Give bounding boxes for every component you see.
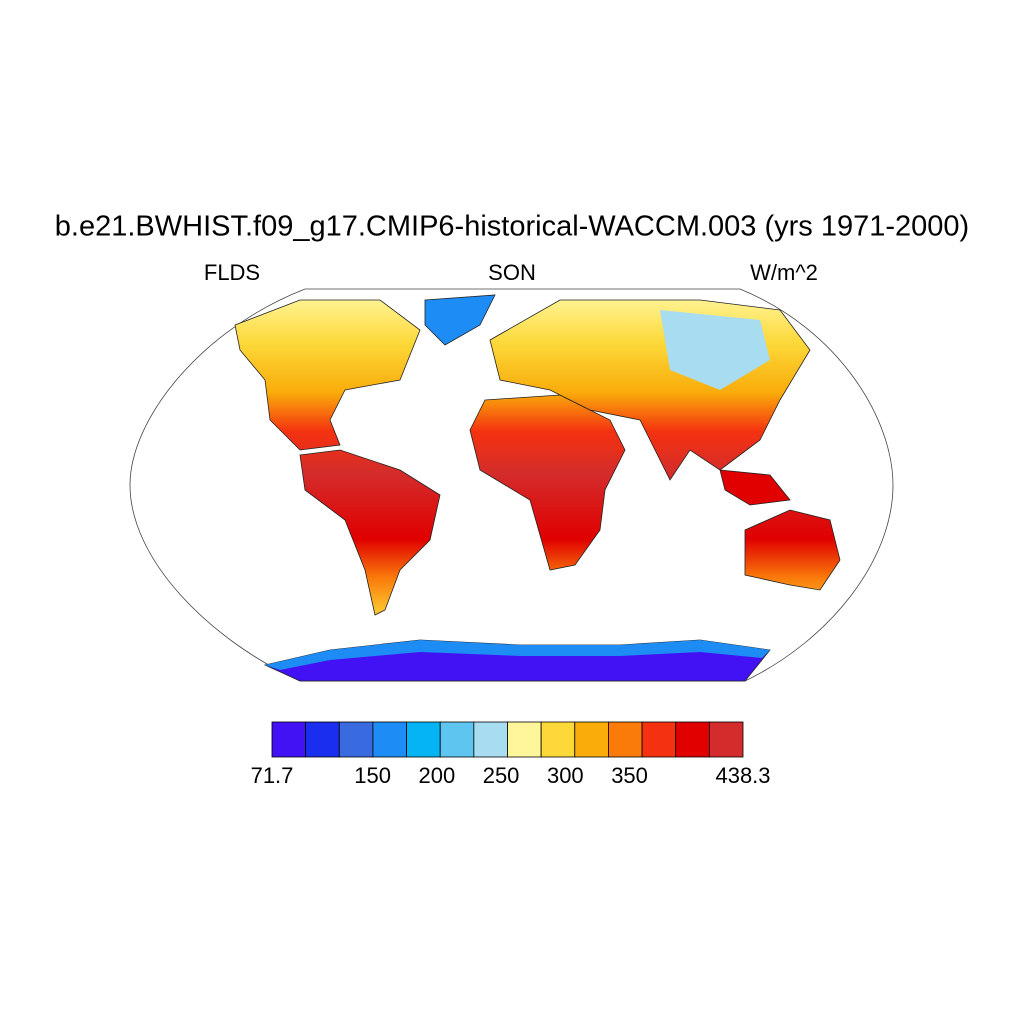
colorbar-box: [406, 721, 441, 758]
colorbar-label: 438.3: [715, 763, 770, 788]
colorbar-label: 200: [418, 763, 455, 788]
colorbar-box: [439, 721, 475, 758]
colorbar: 71.7 150 200 250 300 350 438.3: [251, 721, 771, 788]
indonesia: [719, 469, 791, 506]
africa: [469, 394, 626, 571]
antarctica-coast: [265, 640, 770, 670]
colorbar-box: [507, 721, 542, 758]
colorbar-box: [608, 721, 643, 758]
colorbar-box: [641, 721, 677, 758]
colorbar-label: 350: [611, 763, 648, 788]
colorbar-box: [305, 721, 340, 758]
south-america: [299, 449, 441, 616]
siberia: [660, 310, 770, 390]
right-string: W/m^2: [750, 260, 818, 285]
colorbar-label: 71.7: [251, 763, 294, 788]
colorbar-box: [708, 721, 744, 758]
colorbar-box: [338, 721, 374, 758]
map: [129, 288, 894, 682]
center-string: SON: [488, 260, 536, 285]
left-string: FLDS: [204, 260, 260, 285]
title: b.e21.BWHIST.f09_g17.CMIP6-historical-WA…: [55, 211, 969, 243]
colorbar-label: 150: [354, 763, 391, 788]
colorbar-box: [540, 721, 576, 758]
colorbar-label: 300: [547, 763, 584, 788]
australia: [744, 509, 841, 591]
colorbar-label: 250: [483, 763, 520, 788]
north-america: [234, 299, 421, 451]
colorbar-box: [372, 721, 407, 758]
greenland: [424, 294, 496, 346]
colorbar-box: [675, 721, 710, 758]
colorbar-box: [574, 721, 609, 758]
colorbar-box: [473, 721, 508, 758]
colorbar-box: [271, 721, 307, 758]
